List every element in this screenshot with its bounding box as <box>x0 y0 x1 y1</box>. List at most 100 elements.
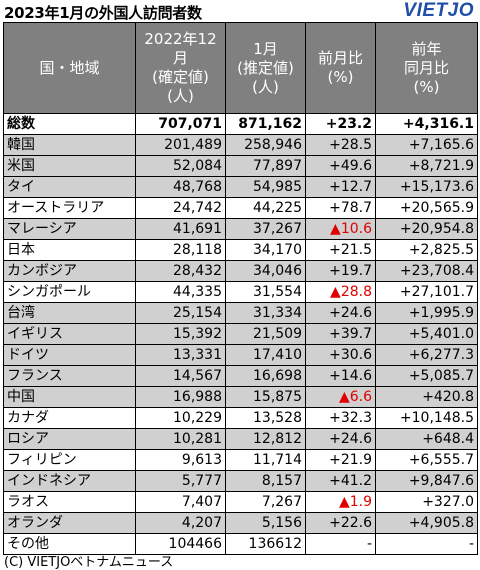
january-cell: 44,225 <box>225 197 306 219</box>
table-row: 中国 16,988 15,875 ▲6.6 +420.8 <box>3 386 478 408</box>
january-cell: 7,267 <box>225 491 306 513</box>
december-cell: 25,154 <box>135 302 226 324</box>
mom-cell: +32.3 <box>305 407 376 429</box>
january-cell: 871,162 <box>225 113 306 135</box>
yoy-cell: +27,101.7 <box>375 281 478 303</box>
yoy-cell: +6,555.7 <box>375 449 478 471</box>
country-cell: 中国 <box>3 386 136 408</box>
table-row: フィリピン 9,613 11,714 +21.9 +6,555.7 <box>3 449 478 471</box>
vietjo-logo: VIETJO <box>403 0 474 21</box>
yoy-cell: +648.4 <box>375 428 478 450</box>
january-cell: 8,157 <box>225 470 306 492</box>
yoy-cell: +7,165.6 <box>375 134 478 156</box>
country-cell: ドイツ <box>3 344 136 366</box>
country-cell: 総数 <box>3 113 136 135</box>
header-december: 2022年12 月 (確定値) (人) <box>135 22 226 114</box>
december-cell: 44,335 <box>135 281 226 303</box>
january-cell: 12,812 <box>225 428 306 450</box>
yoy-cell: +20,565.9 <box>375 197 478 219</box>
page-title: 2023年1月の外国人訪問者数 <box>4 4 202 22</box>
mom-cell: ▲1.9 <box>305 491 376 513</box>
table-row: ロシア 10,281 12,812 +24.6 +648.4 <box>3 428 478 450</box>
january-cell: 77,897 <box>225 155 306 177</box>
mom-cell: +21.9 <box>305 449 376 471</box>
mom-cell: ▲6.6 <box>305 386 376 408</box>
january-cell: 17,410 <box>225 344 306 366</box>
country-cell: 米国 <box>3 155 136 177</box>
table-header-row: 国・地域 2022年12 月 (確定値) (人) 1月 (推定値) (人) 前月… <box>3 22 478 114</box>
yoy-cell: +4,905.8 <box>375 512 478 534</box>
december-cell: 24,742 <box>135 197 226 219</box>
country-cell: その他 <box>3 533 136 555</box>
mom-cell: +78.7 <box>305 197 376 219</box>
copyright-footer: (C) VIETJOベトナムニュース <box>4 555 174 570</box>
country-cell: 日本 <box>3 239 136 261</box>
january-cell: 31,554 <box>225 281 306 303</box>
december-cell: 52,084 <box>135 155 226 177</box>
table-row: カナダ 10,229 13,528 +32.3 +10,148.5 <box>3 407 478 429</box>
table-row: その他 104466 136612- - <box>3 533 478 555</box>
january-cell: 21,509 <box>225 323 306 345</box>
mom-cell: +19.7 <box>305 260 376 282</box>
header-year-over-year: 前年 同月比 (%) <box>375 22 478 114</box>
yoy-cell: +5,085.7 <box>375 365 478 387</box>
january-cell: 13,528 <box>225 407 306 429</box>
country-cell: シンガポール <box>3 281 136 303</box>
mom-cell: +12.7 <box>305 176 376 198</box>
mom-cell: +24.6 <box>305 302 376 324</box>
table-row: 日本 28,118 34,170 +21.5 +2,825.5 <box>3 239 478 261</box>
table-row: 台湾 25,154 31,334 +24.6 +1,995.9 <box>3 302 478 324</box>
yoy-cell: +1,995.9 <box>375 302 478 324</box>
yoy-cell: +23,708.4 <box>375 260 478 282</box>
country-cell: カナダ <box>3 407 136 429</box>
header-month-over-month: 前月比 (%) <box>305 22 376 114</box>
country-cell: インドネシア <box>3 470 136 492</box>
yoy-cell: +15,173.6 <box>375 176 478 198</box>
january-cell: 11,714 <box>225 449 306 471</box>
table-row: ドイツ 13,331 17,410 +30.6 +6,277.3 <box>3 344 478 366</box>
yoy-cell: +20,954.8 <box>375 218 478 240</box>
mom-cell: +23.2 <box>305 113 376 135</box>
country-cell: フランス <box>3 365 136 387</box>
yoy-cell: +10,148.5 <box>375 407 478 429</box>
country-cell: 韓国 <box>3 134 136 156</box>
january-cell: 54,985 <box>225 176 306 198</box>
december-cell: 10,229 <box>135 407 226 429</box>
table-row: フランス 14,567 16,698 +14.6 +5,085.7 <box>3 365 478 387</box>
mom-cell: - <box>305 533 376 555</box>
december-cell: 9,613 <box>135 449 226 471</box>
december-cell: 7,407 <box>135 491 226 513</box>
header-country: 国・地域 <box>3 22 136 114</box>
yoy-cell: +2,825.5 <box>375 239 478 261</box>
january-cell: 258,946 <box>225 134 306 156</box>
december-cell: 104466 <box>135 533 226 555</box>
january-cell: 34,170 <box>225 239 306 261</box>
table-row: タイ 48,768 54,985 +12.7 +15,173.6 <box>3 176 478 198</box>
december-cell: 16,988 <box>135 386 226 408</box>
december-cell: 4,207 <box>135 512 226 534</box>
december-cell: 201,489 <box>135 134 226 156</box>
mom-cell: +30.6 <box>305 344 376 366</box>
table-row: マレーシア 41,691 37,267 ▲10.6 +20,954.8 <box>3 218 478 240</box>
mom-cell: +24.6 <box>305 428 376 450</box>
january-cell: 5,156 <box>225 512 306 534</box>
table-row: 米国 52,084 77,897 +49.6 +8,721.9 <box>3 155 478 177</box>
yoy-cell: +5,401.0 <box>375 323 478 345</box>
december-cell: 28,118 <box>135 239 226 261</box>
yoy-cell: +9,847.6 <box>375 470 478 492</box>
table-row: カンボジア 28,432 34,046 +19.7 +23,708.4 <box>3 260 478 282</box>
total-row: 総数 707,071 871,162 +23.2 +4,316.1 <box>3 113 478 135</box>
mom-cell: ▲28.8 <box>305 281 376 303</box>
december-cell: 10,281 <box>135 428 226 450</box>
january-cell: 16,698 <box>225 365 306 387</box>
country-cell: オーストラリア <box>3 197 136 219</box>
yoy-cell: +6,277.3 <box>375 344 478 366</box>
header: 2023年1月の外国人訪問者数 VIETJO <box>0 0 480 22</box>
visitor-table: 国・地域 2022年12 月 (確定値) (人) 1月 (推定値) (人) 前月… <box>3 22 478 555</box>
december-cell: 15,392 <box>135 323 226 345</box>
country-cell: イギリス <box>3 323 136 345</box>
december-cell: 48,768 <box>135 176 226 198</box>
table-row: ラオス 7,407 7,267 ▲1.9 +327.0 <box>3 491 478 513</box>
country-cell: タイ <box>3 176 136 198</box>
january-cell: 136612 <box>225 533 306 555</box>
